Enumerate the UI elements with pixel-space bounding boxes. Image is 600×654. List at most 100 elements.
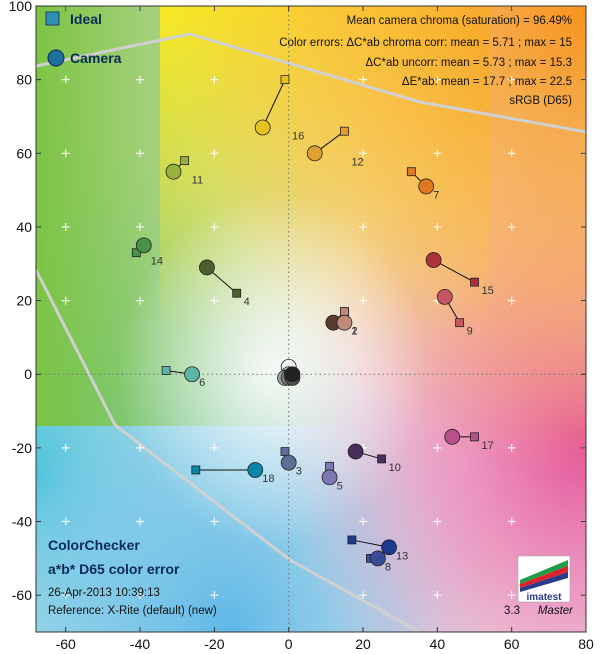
grid-plus: [136, 591, 145, 600]
svg-text:imatest: imatest: [526, 592, 562, 603]
grid-plus: [359, 591, 368, 600]
plot-frame: [35, 5, 587, 633]
grid-plus: [61, 75, 70, 84]
grid-plus: [136, 443, 145, 452]
grid-plus: [433, 517, 442, 526]
camera-circle: [247, 462, 264, 478]
y-tick-label: -20: [12, 440, 32, 456]
grid-plus: [507, 296, 516, 305]
chart-subtitle: a*b* D65 color error: [48, 561, 180, 577]
grid-plus: [210, 591, 219, 600]
grid-plus: [507, 75, 516, 84]
patch-5: 5: [321, 461, 343, 492]
patch-2: 2: [336, 307, 358, 338]
patch-label: 16: [292, 131, 304, 143]
grid-plus: [507, 222, 516, 231]
grid-plus: [359, 149, 368, 158]
camera-circle: [284, 366, 301, 383]
axis-ticks: -60 -40 -20 0 20 40 60 80 -60 -40 -20 0 20 40 60 80 100: [9, 0, 594, 652]
camera-circle: [135, 237, 152, 254]
grid-plus: [61, 296, 70, 305]
patch-label: 4: [244, 296, 250, 308]
patch-label: 18: [262, 473, 274, 485]
grid-plus: [359, 296, 368, 305]
ideal-square: [280, 447, 290, 456]
info-line-dc-corr: Color errors: ΔC*ab chroma corr: mean = …: [279, 37, 572, 49]
y-tick-label: 80: [16, 72, 32, 88]
patch-label: 14: [151, 256, 163, 268]
grid-plus: [136, 75, 145, 84]
x-tick-label: 60: [504, 636, 520, 652]
grid-plus: [433, 149, 442, 158]
patch-label: 9: [467, 326, 473, 338]
grid-plus: [359, 517, 368, 526]
ideal-square: [347, 535, 357, 545]
y-tick-label: 0: [24, 366, 32, 382]
y-tick-label: 60: [16, 145, 32, 161]
info-line-de: ΔE*ab: mean = 17.7 ; max = 22.5: [402, 76, 572, 88]
camera-circle: [165, 163, 182, 180]
ideal-square: [131, 248, 141, 258]
camera-circle: [369, 550, 386, 567]
x-tick-label: 80: [578, 636, 594, 652]
ideal-square: [406, 167, 416, 177]
camera-circle: [254, 119, 271, 136]
patch-label: 7: [433, 189, 439, 201]
grid-plus: [61, 149, 70, 158]
patch-18: 18: [191, 462, 275, 485]
ideal-square: [377, 454, 387, 464]
patch-7: 7: [406, 167, 439, 201]
y-tick-label: -60: [12, 587, 32, 603]
grid-plus: [210, 222, 219, 231]
y-tick-label: 20: [16, 293, 32, 309]
legend: Ideal Camera: [45, 11, 122, 67]
legend-camera-swatch: [47, 49, 65, 67]
y-tick-label: 40: [16, 219, 32, 235]
grid-plus: [359, 75, 368, 84]
patch-12: 12: [306, 126, 364, 168]
x-tick-label: -40: [130, 636, 150, 652]
info-line-dc-uncorr: ΔC*ab uncorr: mean = 5.73 ; max = 15.3: [366, 57, 573, 69]
error-vector: [262, 79, 286, 128]
grid-plus: [136, 517, 145, 526]
patch-3: 3: [280, 447, 302, 478]
patch-label: 17: [482, 440, 494, 452]
camera-circle: [381, 539, 397, 556]
x-tick-label: 20: [355, 636, 371, 652]
timestamp: 26-Apr-2013 10:39:13: [48, 587, 160, 599]
grid-plus: [433, 75, 442, 84]
ideal-square: [470, 432, 479, 442]
grid-plus: [61, 591, 70, 600]
grid-plus: [507, 591, 516, 600]
camera-circle: [418, 178, 435, 195]
grid-plus: [210, 296, 219, 305]
grid-plus: [61, 222, 70, 231]
camera-circle: [347, 443, 364, 460]
x-tick-label: -20: [204, 636, 224, 652]
camera-circle: [184, 366, 200, 383]
patch-label: 13: [396, 550, 408, 562]
patch-label: 10: [389, 462, 401, 474]
info-line-colorspace: sRGB (D65): [509, 95, 572, 107]
ideal-square: [325, 461, 334, 471]
grid-plus: [433, 591, 442, 600]
ideal-square: [340, 307, 349, 317]
y-tick-label: 100: [9, 0, 33, 14]
srgb-gamut-boundary: [36, 32, 586, 134]
info-line-chroma: Mean camera chroma (saturation) = 96.49%: [347, 15, 572, 27]
camera-circle: [425, 252, 442, 268]
x-tick-label: -60: [56, 636, 76, 652]
patch-label: 6: [199, 377, 205, 389]
grid-plus: [61, 443, 70, 452]
camera-circle: [336, 314, 353, 331]
patch-neutral-23: [284, 366, 301, 383]
patch-9: 9: [436, 289, 473, 338]
camera-circle: [321, 469, 338, 486]
title-block: ColorChecker a*b* D65 color error 26-Apr…: [48, 537, 217, 617]
grid-plus: [433, 222, 442, 231]
grid-plus: [210, 149, 219, 158]
camera-circle: [444, 428, 461, 445]
grid-plus: [359, 222, 368, 231]
